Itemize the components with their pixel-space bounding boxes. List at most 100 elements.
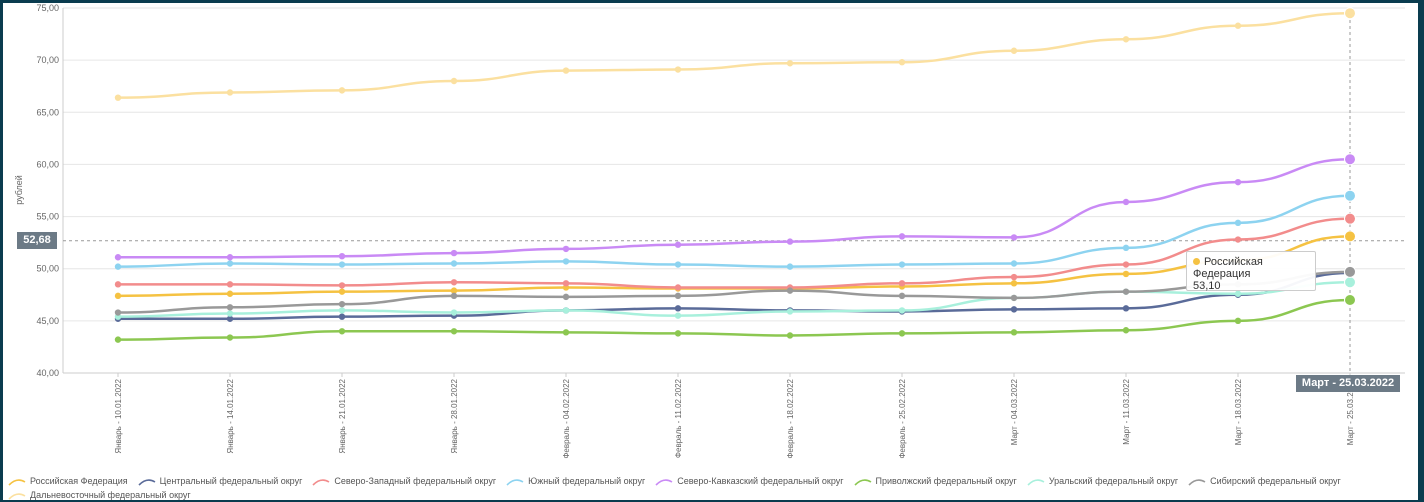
series-point-1[interactable] bbox=[226, 315, 234, 322]
series-point-5[interactable] bbox=[114, 336, 122, 343]
series-point-8[interactable] bbox=[786, 60, 794, 67]
series-point-8[interactable] bbox=[1234, 22, 1242, 29]
series-point-8[interactable] bbox=[898, 59, 906, 66]
series-line-3[interactable] bbox=[117, 194, 1351, 268]
series-point-3[interactable] bbox=[1344, 189, 1356, 202]
series-point-5[interactable] bbox=[1122, 327, 1130, 334]
series-line-4[interactable] bbox=[117, 157, 1351, 259]
series-line-8[interactable] bbox=[117, 11, 1351, 99]
series-point-8[interactable] bbox=[114, 94, 122, 101]
series-point-2[interactable] bbox=[338, 282, 346, 289]
series-point-3[interactable] bbox=[114, 263, 122, 270]
series-point-4[interactable] bbox=[786, 238, 794, 245]
series-point-5[interactable] bbox=[226, 334, 234, 341]
series-point-5[interactable] bbox=[786, 332, 794, 339]
series-point-6[interactable] bbox=[338, 307, 346, 314]
legend-item-8[interactable]: Дальневосточный федеральный округ bbox=[8, 488, 191, 502]
series-point-7[interactable] bbox=[786, 287, 794, 294]
series-point-3[interactable] bbox=[338, 261, 346, 268]
series-point-7[interactable] bbox=[114, 309, 122, 316]
series-point-3[interactable] bbox=[898, 261, 906, 268]
series-line-7[interactable] bbox=[117, 270, 1351, 314]
series-point-2[interactable] bbox=[562, 280, 570, 287]
series-point-3[interactable] bbox=[226, 260, 234, 267]
series-point-4[interactable] bbox=[1344, 153, 1356, 166]
series-point-7[interactable] bbox=[1344, 265, 1356, 278]
series-point-3[interactable] bbox=[786, 263, 794, 270]
series-point-2[interactable] bbox=[674, 284, 682, 291]
series-point-0[interactable] bbox=[450, 287, 458, 294]
series-point-7[interactable] bbox=[1010, 294, 1018, 302]
series-point-6[interactable] bbox=[786, 308, 794, 315]
series-point-6[interactable] bbox=[450, 309, 458, 316]
legend-item-3[interactable]: Южный федеральный округ bbox=[506, 474, 645, 488]
series-point-8[interactable] bbox=[1122, 36, 1130, 43]
series-point-2[interactable] bbox=[1010, 273, 1018, 281]
series-point-6[interactable] bbox=[562, 307, 570, 314]
legend-item-5[interactable]: Приволжский федеральный округ bbox=[853, 474, 1017, 488]
series-point-2[interactable] bbox=[1234, 236, 1242, 243]
series-point-5[interactable] bbox=[1010, 329, 1018, 336]
series-point-0[interactable] bbox=[1344, 230, 1356, 243]
series-point-5[interactable] bbox=[450, 328, 458, 335]
series-point-0[interactable] bbox=[338, 288, 346, 295]
series-point-3[interactable] bbox=[1122, 244, 1130, 252]
series-point-4[interactable] bbox=[1122, 198, 1130, 206]
series-point-3[interactable] bbox=[450, 260, 458, 267]
series-line-1[interactable] bbox=[117, 271, 1351, 321]
series-point-2[interactable] bbox=[114, 281, 122, 288]
series-point-7[interactable] bbox=[226, 304, 234, 311]
series-point-6[interactable] bbox=[226, 310, 234, 317]
series-point-7[interactable] bbox=[562, 293, 570, 301]
series-point-2[interactable] bbox=[226, 281, 234, 288]
series-line-5[interactable] bbox=[117, 298, 1351, 341]
series-point-0[interactable] bbox=[1122, 270, 1130, 278]
series-point-4[interactable] bbox=[450, 249, 458, 257]
series-point-7[interactable] bbox=[1122, 288, 1130, 295]
legend-item-7[interactable]: Сибирский федеральный округ bbox=[1188, 474, 1341, 488]
series-point-1[interactable] bbox=[1010, 306, 1018, 313]
series-point-6[interactable] bbox=[1344, 276, 1356, 289]
series-point-5[interactable] bbox=[674, 330, 682, 337]
series-point-8[interactable] bbox=[450, 77, 458, 85]
series-point-4[interactable] bbox=[1234, 178, 1242, 186]
series-point-5[interactable] bbox=[338, 328, 346, 335]
line-chart[interactable]: 40,00 45,00 50,00 55,00 60,00 65,00 70,00 75,00… bbox=[0, 0, 1424, 472]
series-point-5[interactable] bbox=[898, 330, 906, 337]
series-point-5[interactable] bbox=[562, 329, 570, 336]
series-point-8[interactable] bbox=[562, 67, 570, 74]
series-point-7[interactable] bbox=[450, 292, 458, 300]
series-point-7[interactable] bbox=[898, 292, 906, 300]
series-point-2[interactable] bbox=[450, 279, 458, 286]
series-point-1[interactable] bbox=[1122, 305, 1130, 312]
legend-item-1[interactable]: Центральный федеральный округ bbox=[138, 474, 302, 488]
series-point-7[interactable] bbox=[338, 300, 346, 308]
series-point-2[interactable] bbox=[1344, 212, 1356, 225]
series-point-7[interactable] bbox=[674, 292, 682, 300]
series-point-6[interactable] bbox=[1234, 290, 1242, 297]
series-point-8[interactable] bbox=[1344, 7, 1356, 20]
series-point-2[interactable] bbox=[898, 280, 906, 287]
series-point-6[interactable] bbox=[898, 307, 906, 314]
series-point-2[interactable] bbox=[1122, 261, 1130, 268]
series-point-4[interactable] bbox=[338, 253, 346, 260]
series-point-5[interactable] bbox=[1344, 294, 1356, 306]
series-point-8[interactable] bbox=[338, 87, 346, 94]
series-line-2[interactable] bbox=[118, 217, 1351, 289]
legend-item-0[interactable]: Российская Федерация bbox=[8, 474, 128, 488]
series-point-1[interactable] bbox=[674, 305, 682, 312]
series-point-8[interactable] bbox=[674, 66, 682, 73]
legend-item-4[interactable]: Северо-Кавказский федеральный округ bbox=[655, 474, 844, 488]
series-point-4[interactable] bbox=[1010, 234, 1018, 241]
legend-item-6[interactable]: Уральский федеральный округ bbox=[1027, 474, 1178, 488]
series-point-4[interactable] bbox=[114, 254, 122, 261]
series-point-4[interactable] bbox=[674, 241, 682, 248]
series-point-3[interactable] bbox=[1010, 260, 1018, 267]
series-point-0[interactable] bbox=[1010, 280, 1018, 287]
series-point-1[interactable] bbox=[338, 313, 346, 320]
series-point-8[interactable] bbox=[1010, 47, 1018, 54]
series-point-5[interactable] bbox=[1234, 317, 1242, 325]
series-point-3[interactable] bbox=[674, 261, 682, 268]
series-point-3[interactable] bbox=[562, 258, 570, 265]
series-point-0[interactable] bbox=[114, 292, 122, 300]
